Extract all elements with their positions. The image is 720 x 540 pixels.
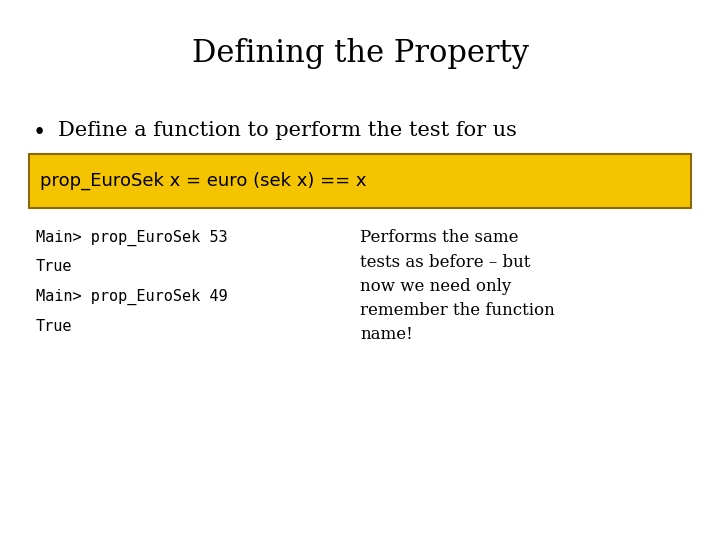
Text: Performs the same
tests as before – but
now we need only
remember the function
n: Performs the same tests as before – but … bbox=[360, 230, 554, 343]
Text: True: True bbox=[36, 259, 73, 274]
Text: prop_EuroSek x = euro (sek x) == x: prop_EuroSek x = euro (sek x) == x bbox=[40, 172, 366, 190]
Text: Main> prop_EuroSek 53: Main> prop_EuroSek 53 bbox=[36, 230, 228, 246]
FancyBboxPatch shape bbox=[29, 154, 691, 208]
Text: •: • bbox=[32, 122, 45, 144]
Text: Define a function to perform the test for us: Define a function to perform the test fo… bbox=[58, 122, 516, 140]
Text: Main> prop_EuroSek 49: Main> prop_EuroSek 49 bbox=[36, 289, 228, 305]
Text: Defining the Property: Defining the Property bbox=[192, 38, 528, 69]
Text: True: True bbox=[36, 319, 73, 334]
